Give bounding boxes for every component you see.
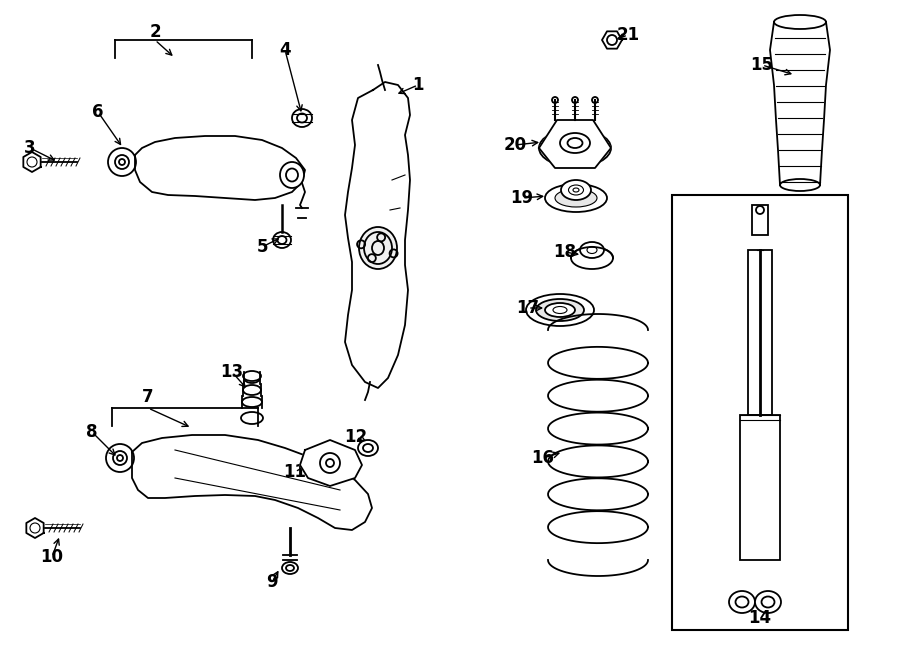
Text: 19: 19 — [510, 189, 534, 207]
Ellipse shape — [241, 412, 263, 424]
Text: 6: 6 — [92, 103, 104, 121]
Ellipse shape — [282, 562, 298, 574]
Ellipse shape — [580, 242, 604, 258]
Text: 7: 7 — [142, 388, 154, 406]
Ellipse shape — [571, 247, 613, 269]
Circle shape — [592, 97, 598, 103]
Ellipse shape — [273, 232, 291, 248]
Circle shape — [572, 97, 578, 103]
Bar — [748, 250, 772, 415]
Ellipse shape — [755, 591, 781, 613]
Text: 17: 17 — [517, 299, 540, 317]
Ellipse shape — [780, 179, 820, 191]
Text: 21: 21 — [616, 26, 640, 44]
Polygon shape — [539, 120, 611, 168]
Text: 3: 3 — [24, 139, 36, 157]
Text: 12: 12 — [345, 428, 367, 446]
Ellipse shape — [243, 371, 261, 381]
Ellipse shape — [774, 15, 826, 29]
Text: 10: 10 — [40, 548, 64, 566]
Circle shape — [756, 206, 764, 214]
Polygon shape — [132, 435, 372, 530]
Ellipse shape — [555, 189, 597, 207]
Bar — [672, 195, 848, 630]
Ellipse shape — [358, 440, 378, 456]
Ellipse shape — [539, 129, 611, 167]
Ellipse shape — [359, 227, 397, 269]
Bar — [752, 205, 768, 235]
Text: 8: 8 — [86, 423, 98, 441]
Ellipse shape — [106, 444, 134, 472]
Text: 2: 2 — [149, 23, 161, 41]
Ellipse shape — [243, 385, 261, 395]
Text: 1: 1 — [412, 76, 424, 94]
Ellipse shape — [292, 109, 312, 127]
Ellipse shape — [242, 397, 262, 407]
Ellipse shape — [561, 180, 591, 200]
Ellipse shape — [244, 373, 260, 383]
Text: 4: 4 — [279, 41, 291, 59]
Ellipse shape — [280, 162, 304, 188]
Ellipse shape — [108, 148, 136, 176]
Ellipse shape — [729, 591, 755, 613]
Ellipse shape — [536, 299, 584, 321]
Text: 16: 16 — [532, 449, 554, 467]
Text: 5: 5 — [256, 238, 268, 256]
Polygon shape — [135, 136, 305, 200]
Text: 14: 14 — [749, 609, 771, 627]
Text: 11: 11 — [284, 463, 307, 481]
Ellipse shape — [545, 303, 575, 317]
Circle shape — [552, 97, 558, 103]
Ellipse shape — [560, 133, 590, 153]
Polygon shape — [300, 440, 362, 486]
Text: 15: 15 — [751, 56, 773, 74]
Text: 9: 9 — [266, 573, 278, 591]
Ellipse shape — [526, 294, 594, 326]
Ellipse shape — [545, 184, 607, 212]
Bar — [740, 415, 780, 560]
Text: 13: 13 — [220, 363, 244, 381]
Text: 20: 20 — [503, 136, 526, 154]
Text: 18: 18 — [554, 243, 577, 261]
